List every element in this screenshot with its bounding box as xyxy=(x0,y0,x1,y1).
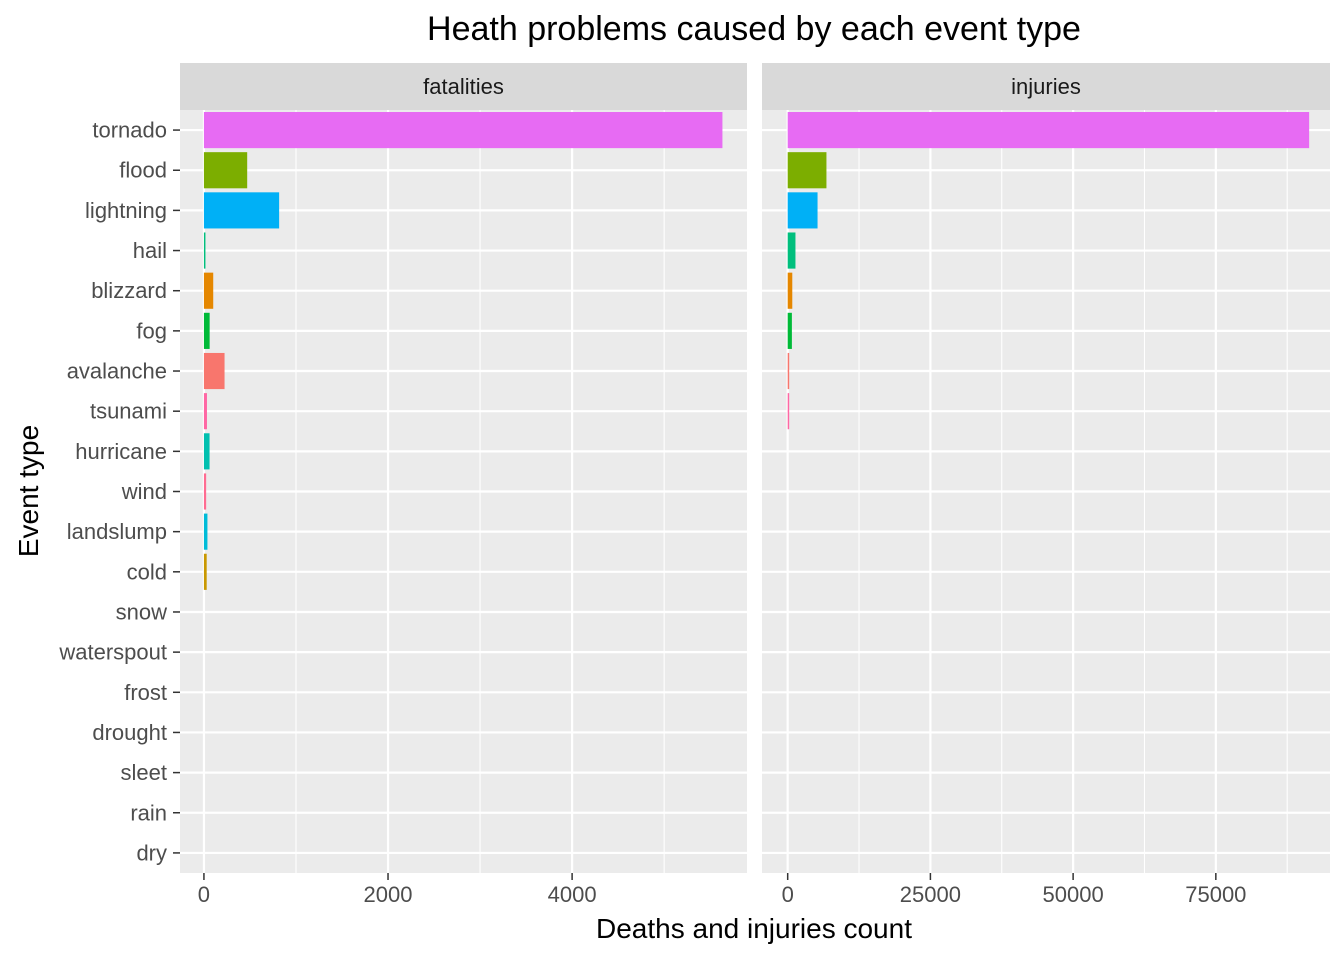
facet-strip-label: fatalities xyxy=(423,74,504,99)
facet-panels: fatalities 0 2000 4000 injuries 0 25000 50000 75… xyxy=(180,63,1330,907)
bar-tsunami xyxy=(787,393,790,430)
bar-blizzard xyxy=(203,272,214,309)
y-tick-label: rain xyxy=(130,800,167,825)
x-tick-label: 2000 xyxy=(364,882,413,907)
bar-hail xyxy=(203,232,206,269)
y-tick-label: frost xyxy=(124,680,167,705)
bar-wind xyxy=(203,473,207,510)
bar-flood xyxy=(787,152,827,189)
y-tick-label: avalanche xyxy=(67,359,167,384)
bar-hail xyxy=(787,232,796,269)
y-tick-label: flood xyxy=(119,158,167,183)
y-tick-label: blizzard xyxy=(91,278,167,303)
x-tick-label: 4000 xyxy=(548,882,597,907)
facet-strip-label: injuries xyxy=(1011,74,1081,99)
y-tick-label: wind xyxy=(121,479,167,504)
facet-strip xyxy=(180,63,747,110)
bar-hurricane xyxy=(203,433,210,470)
y-tick-label: drought xyxy=(92,720,167,745)
y-axis-title: Event type xyxy=(13,425,44,557)
y-tick-label: fog xyxy=(136,318,167,343)
bar-tsunami xyxy=(203,393,207,430)
bar-fog xyxy=(203,312,210,349)
x-tick-label: 0 xyxy=(198,882,210,907)
bar-fog xyxy=(787,312,792,349)
y-tick-label: lightning xyxy=(85,198,167,223)
y-tick-label: tornado xyxy=(92,118,167,143)
y-tick-label: cold xyxy=(127,559,167,584)
y-tick-label: landslump xyxy=(67,519,167,544)
bar-lightning xyxy=(787,192,818,229)
x-tick-label: 25000 xyxy=(900,882,961,907)
bar-landslump xyxy=(203,513,208,550)
y-tick-label: hurricane xyxy=(75,439,167,464)
bar-avalanche xyxy=(787,352,790,390)
bar-tornado xyxy=(203,112,723,149)
bar-tornado xyxy=(787,112,1310,149)
chart-title: Heath problems caused by each event type xyxy=(427,10,1081,48)
bar-lightning xyxy=(203,192,280,229)
bar-avalanche xyxy=(203,352,225,390)
x-tick-label: 75000 xyxy=(1185,882,1246,907)
bar-flood xyxy=(203,152,248,189)
y-axis: tornado flood lightning hail blizzard fog aval… xyxy=(58,118,180,865)
y-tick-label: snow xyxy=(116,599,167,624)
x-tick-label: 50000 xyxy=(1043,882,1104,907)
x-axis-title: Deaths and injuries count xyxy=(596,913,912,944)
y-tick-label: dry xyxy=(136,840,167,865)
facet-panel-fatalities: fatalities 0 2000 4000 xyxy=(180,63,747,907)
y-tick-label: sleet xyxy=(121,760,167,785)
bar-cold xyxy=(203,553,207,590)
y-tick-label: tsunami xyxy=(90,399,167,424)
y-tick-label: hail xyxy=(133,238,167,263)
bar-blizzard xyxy=(787,272,793,309)
facet-strip xyxy=(762,63,1330,110)
facet-panel-injuries: injuries 0 25000 50000 75000 xyxy=(762,63,1330,907)
x-tick-label: 0 xyxy=(782,882,794,907)
y-tick-label: waterspout xyxy=(58,640,167,665)
